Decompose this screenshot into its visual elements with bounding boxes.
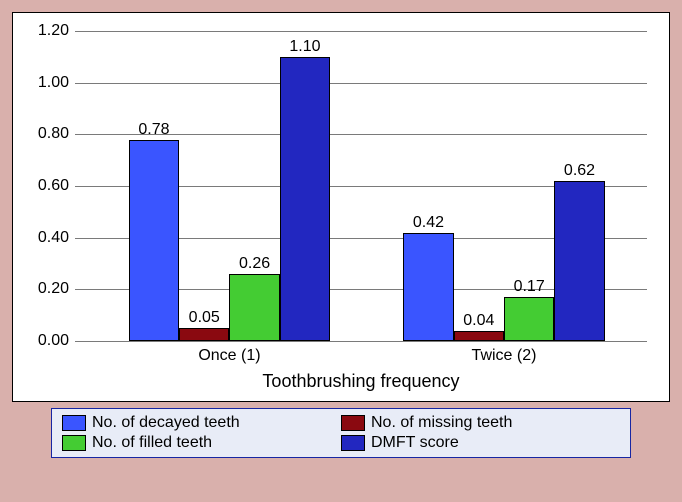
bar: 0.26: [229, 274, 279, 341]
legend-swatch: [341, 415, 365, 431]
gridline: [75, 83, 647, 84]
ytick-label: 0.20: [38, 280, 69, 298]
legend-swatch: [341, 435, 365, 451]
legend: No. of decayed teeth No. of missing teeth…: [51, 408, 631, 458]
xtick-label: Twice (2): [472, 347, 537, 365]
gridline: [75, 341, 647, 342]
bar: 0.17: [504, 297, 554, 341]
ytick-label: 0.60: [38, 177, 69, 195]
xaxis-title: Toothbrushing frequency: [262, 371, 459, 392]
legend-swatch: [62, 435, 86, 451]
xtick-label: Once (1): [198, 347, 260, 365]
bar-value-label: 0.42: [413, 214, 444, 232]
legend-item: No. of filled teeth: [62, 433, 341, 453]
bar-value-label: 1.10: [289, 38, 320, 56]
bar: 0.05: [179, 328, 229, 341]
chart-inner: Toothbrushing frequency 0.000.200.400.60…: [75, 31, 647, 341]
bar: 0.42: [403, 233, 453, 342]
bar-value-label: 0.17: [514, 278, 545, 296]
plot-area: Toothbrushing frequency 0.00 0.20 0.40 0.60…: [12, 12, 670, 402]
gridline: [75, 31, 647, 32]
bar: 0.04: [454, 331, 504, 341]
ytick-label: 1.00: [38, 74, 69, 92]
ytick-label: 0.40: [38, 229, 69, 247]
legend-label: No. of missing teeth: [371, 414, 512, 432]
bar: 0.62: [554, 181, 604, 341]
legend-swatch: [62, 415, 86, 431]
bar-value-label: 0.04: [463, 312, 494, 330]
bar-value-label: 0.26: [239, 255, 270, 273]
legend-item: No. of missing teeth: [341, 413, 620, 433]
legend-item: No. of decayed teeth: [62, 413, 341, 433]
ytick-label: 0.00: [38, 332, 69, 350]
legend-item: DMFT score: [341, 433, 620, 453]
bar-value-label: 0.78: [138, 121, 169, 139]
ytick-label: 1.20: [38, 22, 69, 40]
bar: 0.78: [129, 140, 179, 342]
legend-label: No. of decayed teeth: [92, 414, 240, 432]
figure-background: Toothbrushing frequency 0.00 0.20 0.40 0.60…: [0, 0, 682, 502]
ytick-label: 0.80: [38, 125, 69, 143]
legend-label: DMFT score: [371, 434, 459, 452]
bar: 1.10: [280, 57, 330, 341]
bar-value-label: 0.05: [189, 309, 220, 327]
legend-label: No. of filled teeth: [92, 434, 212, 452]
bar-value-label: 0.62: [564, 162, 595, 180]
